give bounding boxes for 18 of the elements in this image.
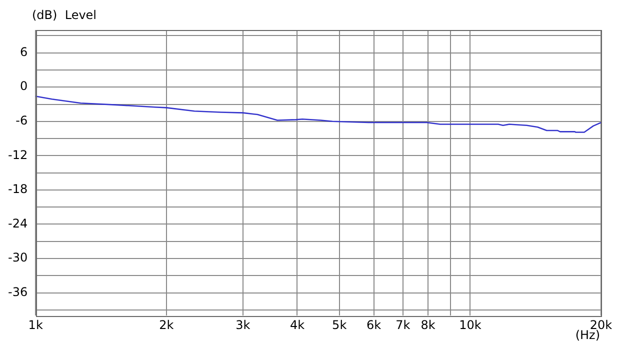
x-tick-label: 1k [28, 318, 43, 332]
x-tick-label: 4k [290, 318, 305, 332]
y-tick-label: -18 [8, 182, 28, 196]
y-tick-label: -24 [8, 216, 28, 230]
x-tick-label: 10k [459, 318, 482, 332]
y-tick-label: 6 [20, 44, 28, 59]
x-tick-label: 7k [396, 318, 410, 332]
x-tick-label: 5k [332, 318, 347, 332]
y-tick-label: -6 [16, 114, 28, 128]
y-tick-label: 0 [20, 79, 28, 94]
y-axis-title: (dB) Level [32, 8, 97, 22]
y-tick-label: -12 [8, 148, 28, 162]
x-tick-label: 3k [236, 318, 250, 332]
y-tick-label: -30 [8, 250, 28, 265]
y-tick-label: -36 [8, 284, 28, 299]
x-tick-label: 8k [420, 318, 436, 332]
x-tick-label: 6k [366, 318, 382, 332]
x-tick-label: 2k [159, 318, 174, 332]
